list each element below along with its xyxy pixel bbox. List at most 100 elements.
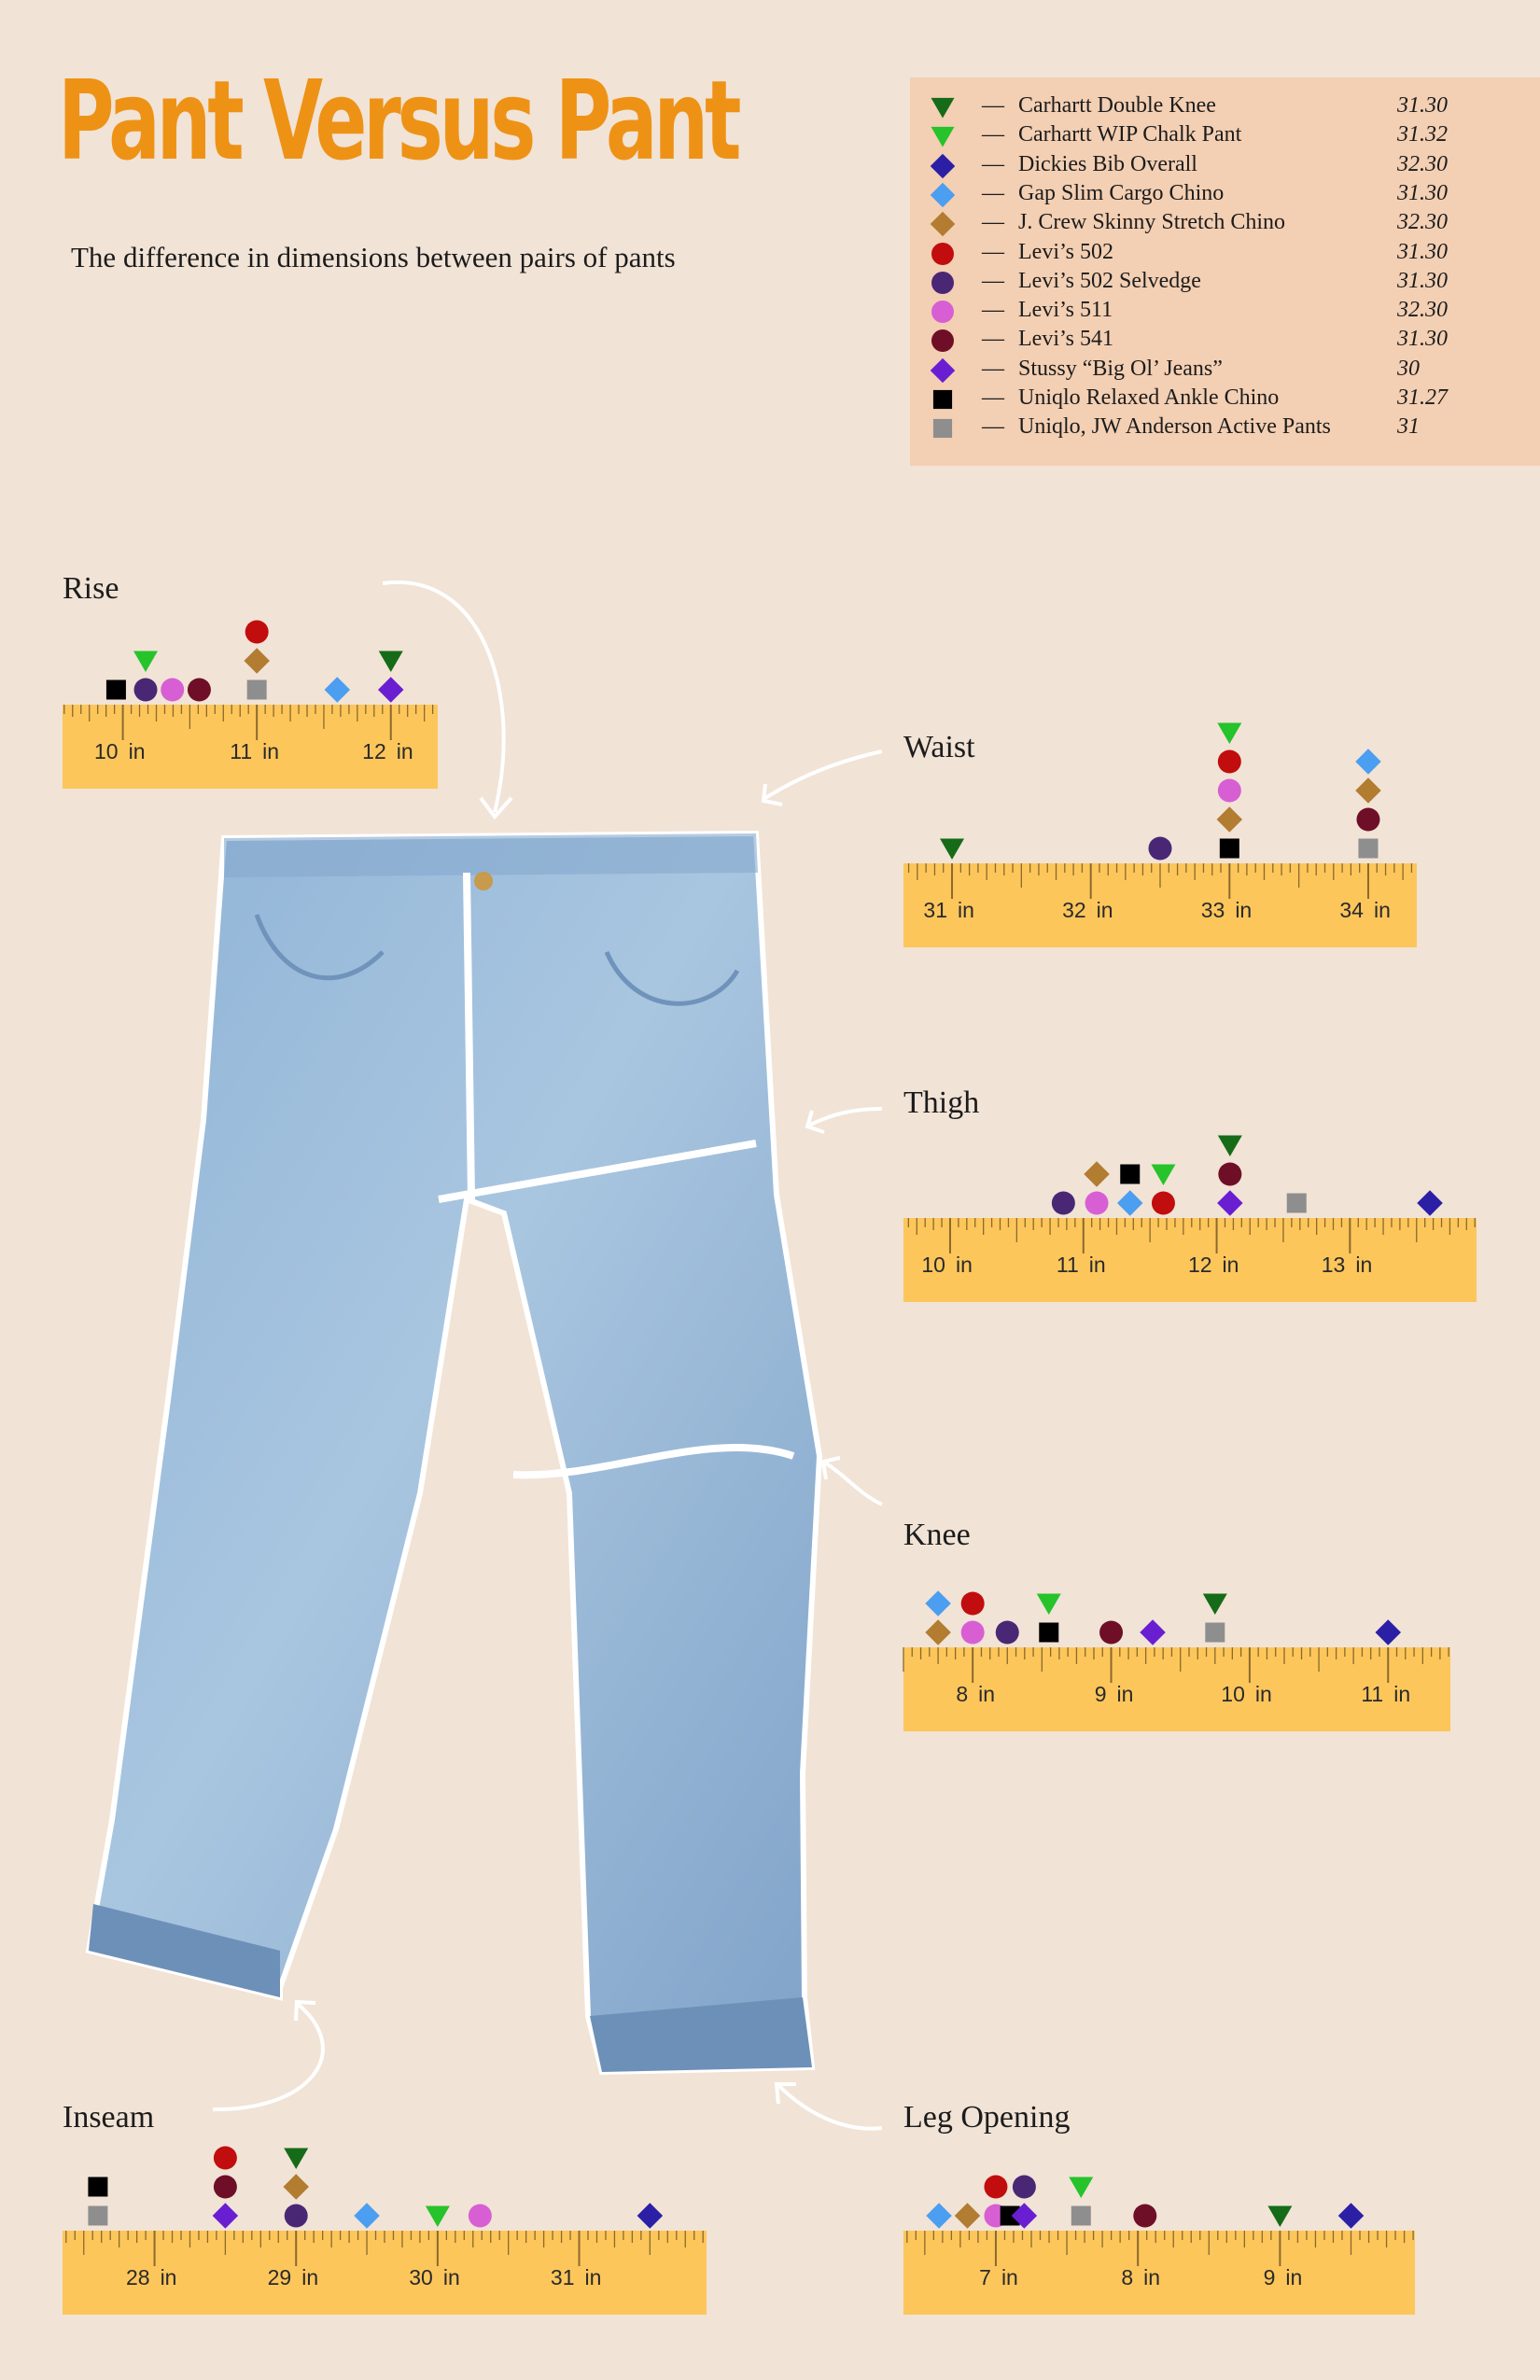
marker-carhartt-double-knee bbox=[1202, 1593, 1227, 1615]
marker-dickies-bib-overall bbox=[1337, 2203, 1365, 2229]
marker-levi-s-541 bbox=[187, 678, 211, 702]
tick-label: 30 bbox=[409, 2265, 433, 2289]
legend-entry: — J. Crew Skinny Stretch Chino 32.30 bbox=[910, 210, 1540, 238]
marker-carhartt-double-knee bbox=[940, 838, 965, 860]
marker-uniqlo-jw-anderson-active-pants bbox=[1071, 2205, 1091, 2226]
legend-size: 30 bbox=[1397, 356, 1420, 381]
legend-dash: — bbox=[982, 180, 1004, 205]
tick-label: 31 bbox=[551, 2265, 575, 2289]
tick-label: 34 bbox=[1339, 898, 1364, 922]
waist-ruler-chart: 31 in 32 in 33 in 34 in bbox=[903, 722, 1417, 947]
tick-label: 33 bbox=[1201, 898, 1225, 922]
tick-unit: in bbox=[1117, 1682, 1134, 1706]
ruler-body bbox=[903, 1647, 1450, 1731]
legend-symbol bbox=[931, 242, 954, 265]
tick-label: 12 bbox=[1188, 1253, 1212, 1277]
tick-unit: in bbox=[1001, 2265, 1018, 2289]
ruler-body bbox=[903, 1218, 1477, 1302]
legend-size: 31 bbox=[1397, 414, 1420, 440]
marker-levi-s-502 bbox=[213, 2146, 237, 2170]
tick-unit: in bbox=[585, 2265, 602, 2289]
legend-square-marker bbox=[932, 389, 953, 410]
ruler-body bbox=[63, 705, 438, 789]
legend-name: Levi’s 541 bbox=[1018, 327, 1113, 352]
inseam-label: Inseam bbox=[63, 2100, 155, 2135]
ruler-body bbox=[63, 2231, 707, 2315]
marker-levi-s-511 bbox=[960, 1620, 985, 1645]
marker-levi-s-502-selvedge bbox=[1051, 1191, 1075, 1215]
legend-triangle-marker bbox=[931, 97, 955, 119]
marker-carhartt-double-knee bbox=[1217, 1135, 1242, 1156]
ruler-tick-marks bbox=[65, 2231, 704, 2266]
marker-gap-slim-cargo-chino bbox=[1355, 749, 1381, 775]
ruler-tick-marks bbox=[903, 1647, 1449, 1683]
legend-diamond-marker bbox=[931, 212, 955, 237]
tick-label: 10 bbox=[1221, 1682, 1245, 1706]
marker-j-crew-skinny-stretch-chino bbox=[1216, 806, 1243, 833]
legend-circle-marker bbox=[931, 242, 954, 265]
tick-unit: in bbox=[1255, 1682, 1272, 1706]
marker-levi-s-502 bbox=[245, 620, 269, 644]
legend-symbol bbox=[931, 212, 955, 237]
marker-levi-s-502 bbox=[984, 2175, 1008, 2199]
marker-levi-s-511 bbox=[468, 2204, 492, 2228]
marker-dickies-bib-overall bbox=[637, 2203, 664, 2229]
legend-size: 31.30 bbox=[1397, 327, 1448, 352]
legend-diamond-marker bbox=[931, 153, 955, 178]
legend-name: Carhartt Double Knee bbox=[1018, 93, 1216, 118]
marker-levi-s-541 bbox=[1133, 2204, 1157, 2228]
legend-dash: — bbox=[982, 385, 1004, 410]
legend-dash: — bbox=[982, 327, 1004, 352]
tick-label: 31 bbox=[923, 898, 947, 922]
legend-circle-marker bbox=[931, 329, 954, 353]
marker-carhartt-double-knee bbox=[284, 2148, 309, 2169]
legend-dash: — bbox=[982, 356, 1004, 381]
tick-label: 8 bbox=[1121, 2265, 1133, 2289]
tick-unit: in bbox=[161, 2265, 177, 2289]
legend-name: Uniqlo, JW Anderson Active Pants bbox=[1018, 414, 1331, 440]
marker-uniqlo-relaxed-ankle-chino bbox=[1219, 838, 1239, 859]
tick-unit: in bbox=[1355, 1253, 1372, 1277]
waist-label: Waist bbox=[903, 730, 975, 764]
marker-levi-s-502 bbox=[1151, 1191, 1175, 1215]
marker-levi-s-502 bbox=[960, 1591, 985, 1616]
tick-label: 12 bbox=[362, 739, 386, 763]
ruler-tick-marks bbox=[63, 705, 434, 740]
marker-levi-s-511 bbox=[161, 678, 185, 702]
thigh-ruler-chart: 10 in 11 in 12 in 13 in bbox=[903, 1135, 1477, 1302]
marker-carhartt-double-knee bbox=[1267, 2205, 1293, 2227]
legend-name: Levi’s 511 bbox=[1018, 298, 1113, 323]
tick-label: 29 bbox=[268, 2265, 292, 2289]
legend-diamond-marker bbox=[931, 357, 955, 383]
legend: — Carhartt Double Knee 31.30 — Carhartt WIP … bbox=[910, 77, 1540, 466]
marker-gap-slim-cargo-chino bbox=[1116, 1190, 1143, 1216]
legend-dash: — bbox=[982, 239, 1004, 264]
legend-symbol bbox=[931, 301, 954, 324]
marker-j-crew-skinny-stretch-chino bbox=[954, 2203, 981, 2229]
tick-label: 8 bbox=[956, 1682, 968, 1706]
legend-dash: — bbox=[982, 268, 1004, 293]
tick-unit: in bbox=[1089, 1253, 1106, 1277]
marker-carhartt-wip-chalk-pant bbox=[1217, 722, 1242, 744]
marker-gap-slim-cargo-chino bbox=[354, 2203, 380, 2229]
legend-entry: — Dickies Bib Overall 32.30 bbox=[910, 152, 1540, 180]
legend-size: 31.30 bbox=[1397, 93, 1448, 118]
tick-label: 10 bbox=[921, 1253, 945, 1277]
legend-entry: — Levi’s 541 31.30 bbox=[910, 327, 1540, 355]
legend-entry: — Carhartt Double Knee 31.30 bbox=[910, 93, 1540, 121]
marker-uniqlo-jw-anderson-active-pants bbox=[1286, 1193, 1307, 1213]
tick-unit: in bbox=[262, 739, 279, 763]
legend-dash: — bbox=[982, 151, 1004, 176]
marker-uniqlo-relaxed-ankle-chino bbox=[88, 2177, 108, 2197]
tick-unit: in bbox=[397, 739, 413, 763]
tick-unit: in bbox=[1374, 898, 1391, 922]
legend-name: Carhartt WIP Chalk Pant bbox=[1018, 122, 1242, 147]
marker-uniqlo-relaxed-ankle-chino bbox=[1000, 2205, 1020, 2226]
leg-opening-ruler-chart: 7 in 8 in 9 in bbox=[903, 2175, 1415, 2315]
legend-size: 31.30 bbox=[1397, 239, 1448, 264]
marker-carhartt-wip-chalk-pant bbox=[1036, 1593, 1061, 1615]
marker-stussy-big-ol-jeans bbox=[378, 677, 404, 703]
legend-symbol bbox=[932, 419, 953, 439]
marker-levi-s-511 bbox=[1217, 778, 1241, 803]
